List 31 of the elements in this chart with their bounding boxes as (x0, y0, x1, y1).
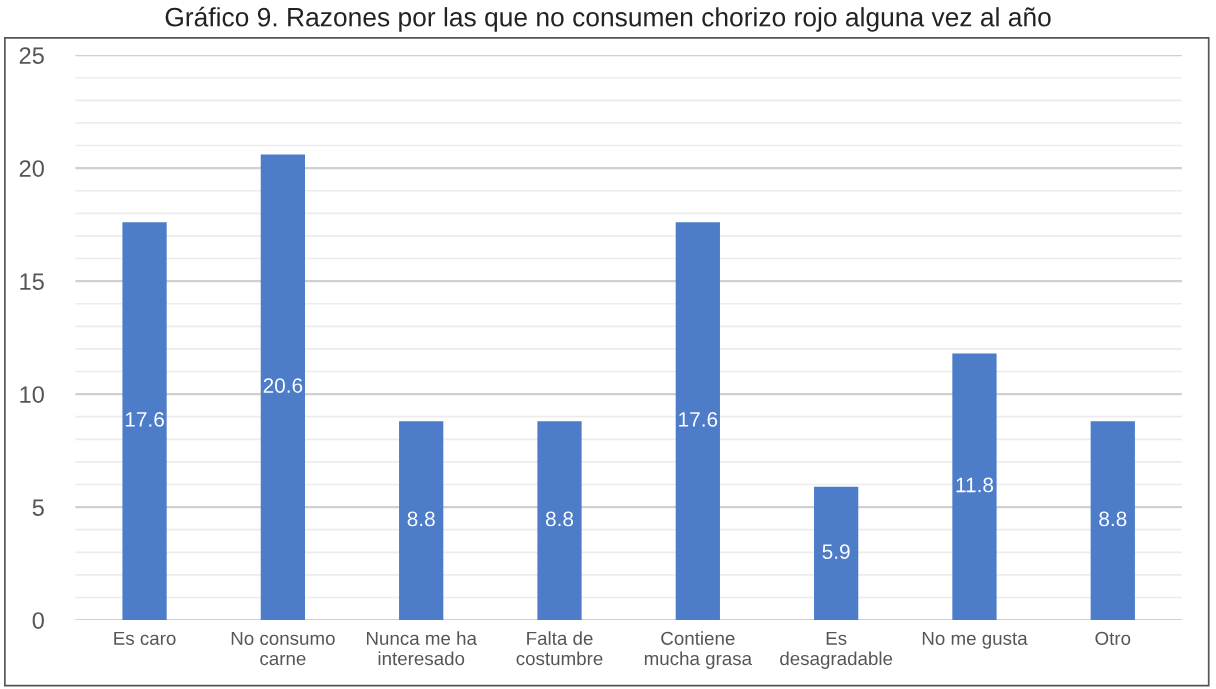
data-label: 17.6 (679, 412, 718, 427)
bar (814, 486, 859, 621)
bar (260, 154, 305, 621)
bar (1090, 421, 1135, 621)
bar (952, 353, 997, 621)
y-tick-label: 0 (32, 612, 44, 629)
x-tick-label: Falta de costumbre (516, 631, 603, 666)
data-label: 8.8 (545, 511, 574, 527)
x-tick-label: Contiene mucha grasa (644, 631, 753, 669)
x-tick-label: No consumo carne (231, 631, 335, 666)
y-tick-label: 20 (19, 160, 44, 177)
x-tick-label: Es desagradable (780, 631, 893, 669)
bar (675, 222, 720, 621)
bar (537, 421, 582, 621)
y-tick-label: 25 (19, 47, 44, 64)
x-tick-label: No me gusta (922, 631, 1028, 649)
chart-title: Gráfico 9. Razones por las que no consumen chorizo rojo alguna vez al año (165, 6, 1051, 32)
x-tick-label: Nunca me ha interesado (366, 631, 477, 666)
bar (399, 421, 444, 621)
x-tick-label: Es caro (114, 631, 176, 645)
data-label: 5.9 (822, 544, 850, 560)
data-label: 17.6 (125, 412, 164, 427)
data-label: 20.6 (263, 378, 303, 393)
x-tick-label: Otro (1095, 631, 1131, 645)
data-label: 8.8 (1099, 511, 1127, 527)
y-tick-label: 10 (20, 386, 44, 403)
y-tick-label: 5 (32, 499, 44, 516)
data-label: 11.8 (956, 477, 994, 493)
bar (122, 222, 167, 621)
data-label: 8.8 (407, 511, 435, 527)
y-tick-label: 15 (20, 273, 44, 290)
